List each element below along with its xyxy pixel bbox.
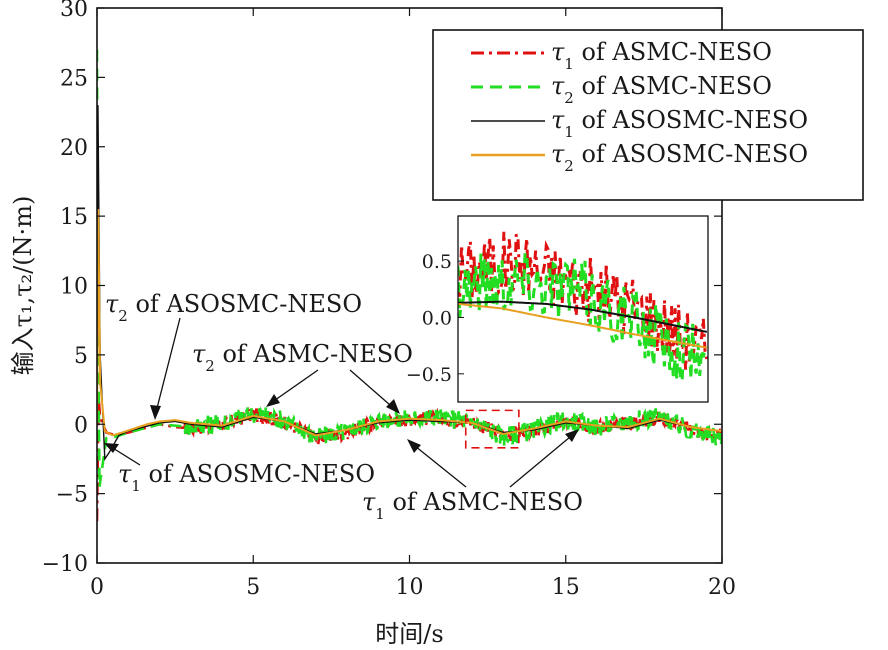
inset-series-line-4 xyxy=(458,302,707,349)
annotation-arrowhead xyxy=(407,439,421,453)
annotation-arrowhead xyxy=(565,429,579,442)
y-tick-label: 30 xyxy=(60,0,88,22)
x-tick-label: 0 xyxy=(90,575,104,600)
series-line-2 xyxy=(97,49,722,487)
legend-label-4: τ2 of ASOSMC-NESO xyxy=(551,140,808,175)
y-tick-label: 5 xyxy=(74,344,88,369)
y-tick-label: −5 xyxy=(56,483,88,508)
legend-label-2: τ2 of ASMC-NESO xyxy=(551,72,772,107)
annotation-arrow-line xyxy=(154,317,181,417)
inset-y-tick-label: 0.0 xyxy=(422,307,452,329)
legend-box xyxy=(432,29,864,201)
y-tick-label: 0 xyxy=(74,413,88,438)
inset-plot: 0.5 0.0 −0.5 xyxy=(406,215,709,403)
series-line-4 xyxy=(97,209,722,437)
zoom-region-box xyxy=(464,409,520,449)
y-tick-label: 15 xyxy=(60,205,88,230)
inset-frame xyxy=(457,215,709,403)
annotation-arrowhead xyxy=(386,399,400,414)
annotation-tau2-asosmc: τ2 of ASOSMC-NESO xyxy=(105,290,362,325)
x-tick-label: 5 xyxy=(246,575,260,600)
main-plot: 0 5 10 15 20 30 25 20 15 10 5 0 −5 −10 时间/s 输入τ₁,τ₂/(N·… xyxy=(9,0,736,648)
annotation-tau1-asmc: τ1 of ASMC-NESO xyxy=(362,488,583,523)
inset-y-tick-label: 0.5 xyxy=(422,251,452,273)
y-tick-label: 25 xyxy=(60,66,88,91)
legend-label-3: τ1 of ASOSMC-NESO xyxy=(551,106,808,141)
inset-series-line-3 xyxy=(458,300,708,333)
annotation-arrowhead xyxy=(150,405,161,420)
annotation-arrowhead xyxy=(104,443,119,453)
x-axis-label: 时间/s xyxy=(375,620,443,648)
annotation-tau1-asosmc: τ1 of ASOSMC-NESO xyxy=(118,460,375,495)
inset-series-line-2 xyxy=(458,252,708,387)
x-tick-label: 10 xyxy=(396,575,424,600)
annotation-tau2-asmc: τ2 of ASMC-NESO xyxy=(192,340,413,375)
annotation-arrow-line xyxy=(509,431,577,488)
inset-y-tick-label: −0.5 xyxy=(406,364,452,386)
legend-label-1: τ1 of ASMC-NESO xyxy=(551,38,772,73)
y-tick-label: 20 xyxy=(60,136,88,161)
inset-series-line-1 xyxy=(458,231,708,370)
annotation-arrowhead xyxy=(266,394,280,407)
annotations: τ2 of ASOSMC-NESO τ2 of ASMC-NESO τ1 of AS… xyxy=(104,290,583,523)
y-tick-label: 10 xyxy=(60,275,88,300)
y-axis-label: 输入τ₁,τ₂/(N·m) xyxy=(9,196,37,376)
x-tick-label: 20 xyxy=(708,575,736,600)
y-tick-label: −10 xyxy=(42,552,88,577)
x-tick-label: 15 xyxy=(552,575,580,600)
annotation-arrow-line xyxy=(409,441,467,488)
